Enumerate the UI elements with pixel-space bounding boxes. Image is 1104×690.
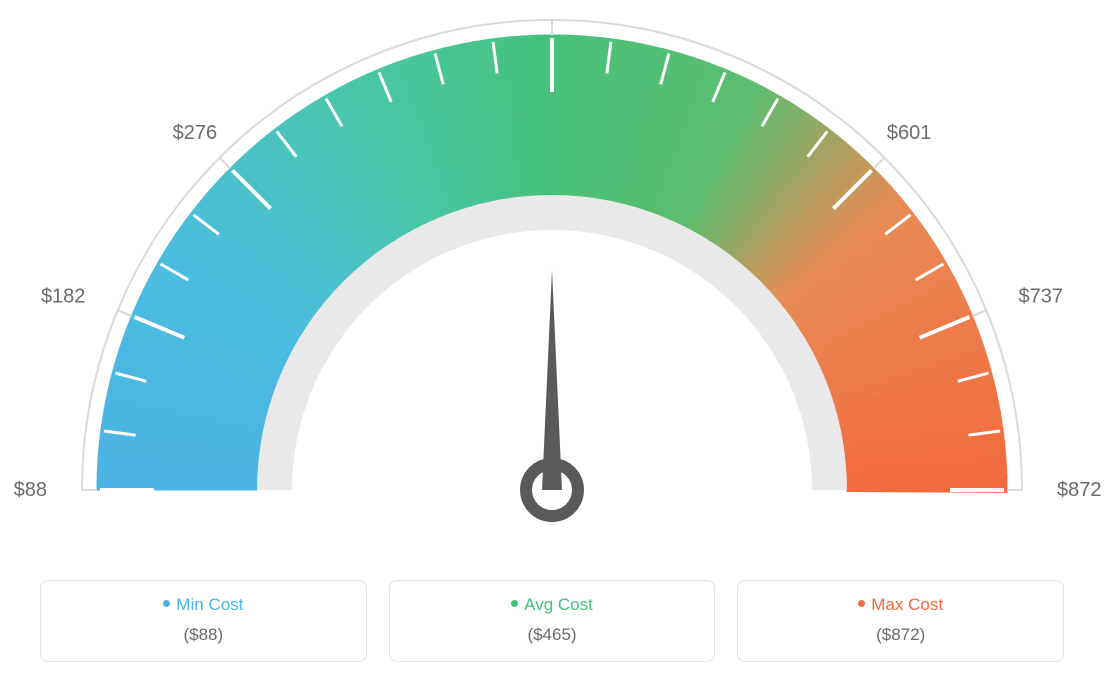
dot-icon [163,600,170,607]
legend-min-title: Min Cost [51,595,356,615]
legend-avg-label: Avg Cost [524,595,593,614]
legend-row: Min Cost ($88) Avg Cost ($465) Max Cost … [0,580,1104,662]
tick-label: $88 [14,479,47,501]
legend-max-label: Max Cost [871,595,943,614]
legend-max-title: Max Cost [748,595,1053,615]
tick-label: $276 [173,122,218,144]
tick-label: $737 [1019,286,1063,308]
tick-label: $872 [1057,479,1102,501]
legend-card-min: Min Cost ($88) [40,580,367,662]
legend-avg-value: ($465) [400,625,705,645]
legend-card-max: Max Cost ($872) [737,580,1064,662]
tick-label: $601 [887,122,932,144]
gauge-needle [542,270,562,490]
dot-icon [858,600,865,607]
legend-avg-title: Avg Cost [400,595,705,615]
legend-min-value: ($88) [51,625,356,645]
tick-label: $182 [41,286,86,308]
legend-min-label: Min Cost [176,595,243,614]
legend-card-avg: Avg Cost ($465) [389,580,716,662]
dot-icon [511,600,518,607]
legend-max-value: ($872) [748,625,1053,645]
gauge-svg: $88$182$276$465$601$737$872 [0,0,1104,570]
gauge-chart-container: $88$182$276$465$601$737$872 Min Cost ($8… [0,0,1104,690]
